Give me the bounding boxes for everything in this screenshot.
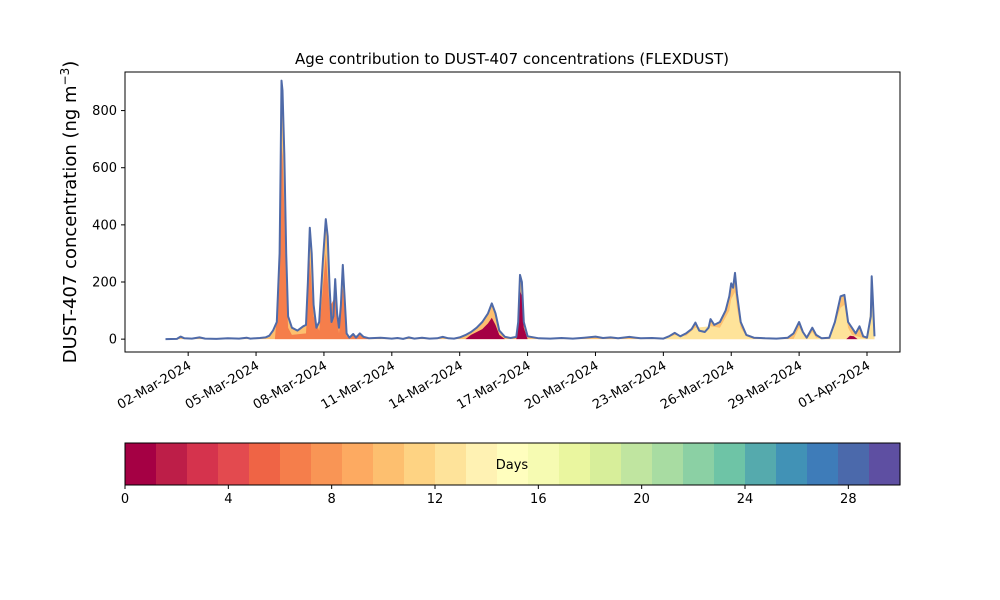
colorbar-tick-label: 4 <box>224 492 232 507</box>
colorbar-tick-label: 28 <box>840 492 857 507</box>
y-axis-label-superscript: −3 <box>58 68 72 86</box>
colorbar-segment <box>559 443 591 485</box>
x-tick-label: 26-Mar-2024 <box>658 358 737 412</box>
x-tick-label: 05-Mar-2024 <box>183 358 262 412</box>
y-axis-label: DUST-407 concentration (ng m−3) <box>58 61 81 364</box>
colorbar-segment <box>776 443 808 485</box>
x-tick-label: 08-Mar-2024 <box>251 358 330 412</box>
colorbar-segment <box>590 443 622 485</box>
y-axis-label-close: ) <box>60 61 81 68</box>
colorbar-segment <box>280 443 312 485</box>
y-tick-label: 0 <box>109 333 117 348</box>
colorbar-segment <box>838 443 870 485</box>
colorbar-segment <box>683 443 715 485</box>
colorbar-tick-label: 0 <box>121 492 129 507</box>
colorbar-tick-label: 8 <box>328 492 336 507</box>
y-tick-label: 800 <box>92 104 117 119</box>
colorbar-segment <box>249 443 281 485</box>
colorbar-segment <box>342 443 374 485</box>
y-tick-label: 600 <box>92 161 117 176</box>
colorbar-ticks: 0 4 8 12 16 20 24 28 <box>121 485 857 507</box>
colorbar-segment <box>621 443 653 485</box>
colorbar-tick-label: 16 <box>530 492 547 507</box>
colorbar-segment <box>714 443 746 485</box>
colorbar-segment <box>373 443 405 485</box>
colorbar-tick-label: 12 <box>427 492 444 507</box>
series-area-age-12-18 <box>663 292 875 340</box>
x-tick-label: 17-Mar-2024 <box>454 358 533 412</box>
x-tick-label: 01-Apr-2024 <box>796 358 873 411</box>
chart-title: Age contribution to DUST-407 concentrati… <box>295 50 729 68</box>
x-tick-label: 11-Mar-2024 <box>319 358 398 412</box>
colorbar-segment <box>807 443 839 485</box>
colorbar-segment <box>404 443 436 485</box>
y-axis-label-main: DUST-407 concentration (ng m <box>60 85 81 363</box>
colorbar-segment <box>466 443 498 485</box>
colorbar-segment <box>187 443 219 485</box>
colorbar-segment <box>311 443 343 485</box>
colorbar-frame <box>124 442 901 486</box>
colorbar-segment <box>652 443 684 485</box>
colorbar-segment <box>218 443 250 485</box>
series-line-total <box>165 79 876 341</box>
colorbar <box>124 442 901 486</box>
colorbar-tick-label: 20 <box>633 492 650 507</box>
colorbar-segment <box>156 443 188 485</box>
plot-frame <box>124 71 901 353</box>
colorbar-tick-label: 24 <box>737 492 754 507</box>
y-tick-label: 400 <box>92 218 117 233</box>
x-tick-label: 02-Mar-2024 <box>115 358 194 412</box>
colorbar-segment <box>869 443 901 485</box>
series-area-age-5-8 <box>274 144 370 340</box>
x-tick-label: 29-Mar-2024 <box>726 358 805 412</box>
colorbar-label: Days <box>496 458 529 473</box>
x-tick-label: 23-Mar-2024 <box>590 358 669 412</box>
plot-areas <box>165 79 876 341</box>
y-tick-label: 200 <box>92 276 117 291</box>
x-axis-ticks: 02-Mar-202405-Mar-202408-Mar-202411-Mar-… <box>115 352 873 413</box>
x-tick-label: 14-Mar-2024 <box>387 358 466 412</box>
colorbar-segment <box>497 443 529 485</box>
colorbar-segment <box>435 443 467 485</box>
colorbar-segment <box>745 443 777 485</box>
colorbar-segment <box>125 443 157 485</box>
x-tick-label: 20-Mar-2024 <box>522 358 601 412</box>
colorbar-segment <box>528 443 560 485</box>
y-axis-ticks: 0 200 400 600 800 <box>92 104 125 348</box>
